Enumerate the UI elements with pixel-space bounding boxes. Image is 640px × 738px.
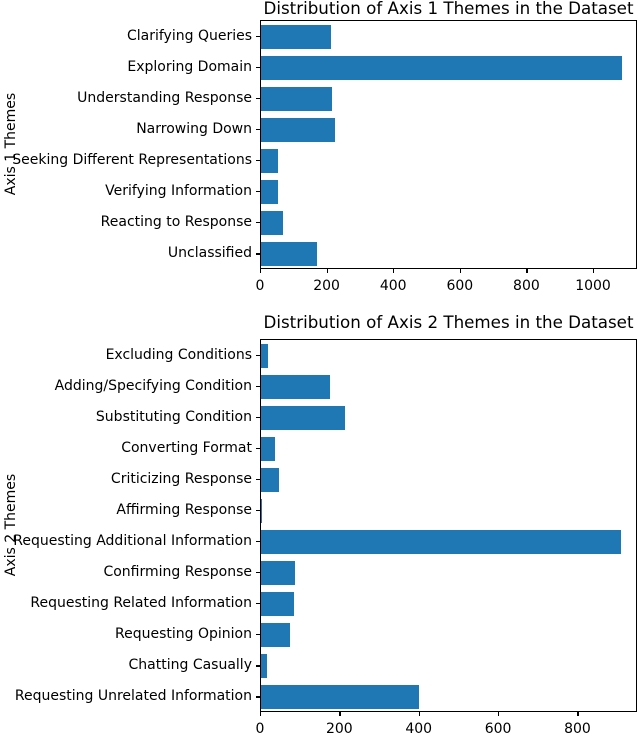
bar [261,530,621,555]
x-tick-mark [418,712,420,716]
y-tick-mark [256,385,260,387]
x-tick-label: 0 [255,721,265,737]
axis2-y-axis-label: Axis 2 Themes [3,473,19,577]
category-label: Affirming Response [116,501,252,518]
bar [261,24,331,49]
bar [261,436,276,461]
bar [261,374,330,399]
x-tick-label: 600 [446,278,474,294]
category-label: Excluding Conditions [105,346,252,363]
y-tick-mark [256,128,260,131]
bar [261,685,419,710]
bar [261,343,268,368]
y-tick-mark [256,447,260,449]
bar [261,405,346,430]
category-label: Narrowing Down [136,120,252,137]
y-tick-mark [256,509,260,512]
category-label: Confirming Response [103,564,252,581]
y-tick-mark [256,603,260,605]
category-label: Adding/Specifying Condition [54,377,252,394]
x-tick-label: 400 [405,721,433,737]
bar [261,117,335,142]
category-label: Seeking Different Representations [12,152,252,169]
bar [261,86,332,111]
x-tick-label: 1000 [575,278,611,294]
y-tick-mark [256,35,260,37]
axis1-chart-title: Distribution of Axis 1 Themes in the Dat… [263,0,634,18]
bar [261,592,294,617]
axis2-chart-title: Distribution of Axis 2 Themes in the Dat… [263,312,634,332]
category-label: Unclassified [167,245,252,262]
y-tick-mark [256,354,260,356]
y-tick-mark [256,665,260,667]
category-label: Criticizing Response [110,470,252,487]
bar [261,654,268,679]
category-label: Chatting Casually [128,657,252,674]
y-tick-mark [256,478,260,481]
axis2-plot-area [260,339,637,712]
y-tick-mark [256,97,260,99]
category-label: Verifying Information [105,183,252,200]
x-tick-mark [593,269,595,273]
x-tick-label: 400 [379,278,407,294]
x-tick-mark [526,269,528,273]
category-label: Reacting to Response [100,214,252,231]
y-tick-mark [256,416,260,418]
bar [261,55,623,80]
category-label: Requesting Additional Information [13,533,252,550]
y-tick-mark [256,222,260,224]
bar [261,467,280,492]
category-label: Understanding Response [77,89,252,106]
x-tick-label: 200 [313,278,340,294]
x-tick-mark [326,269,328,273]
x-tick-mark [459,269,461,273]
category-label: Converting Format [121,439,252,456]
x-tick-mark [260,712,262,716]
x-tick-mark [577,712,579,716]
bar [261,623,291,648]
y-tick-mark [256,160,260,162]
y-tick-mark [256,66,260,68]
category-label: Requesting Opinion [115,626,252,643]
category-label: Exploring Domain [127,58,252,75]
y-tick-mark [256,253,260,255]
x-tick-mark [260,269,262,273]
bar [261,561,296,586]
bar [261,498,262,523]
y-tick-mark [256,541,260,543]
x-tick-label: 800 [564,721,591,737]
y-tick-mark [256,191,260,193]
category-label: Requesting Related Information [30,595,252,612]
x-tick-label: 0 [255,278,265,294]
bar [261,149,279,174]
x-tick-mark [393,269,395,273]
y-tick-mark [256,572,260,574]
y-tick-mark [256,696,260,698]
category-label: Requesting Unrelated Information [14,688,252,705]
x-tick-label: 600 [484,721,512,737]
x-tick-mark [498,712,500,716]
category-label: Clarifying Queries [126,27,252,44]
axis1-plot-area [260,20,637,269]
bar [261,242,318,267]
bar [261,211,283,236]
x-tick-mark [339,712,341,716]
x-tick-label: 800 [513,278,540,294]
bar [261,180,278,205]
x-tick-label: 200 [325,721,353,737]
category-label: Substituting Condition [95,408,252,425]
y-tick-mark [256,634,260,636]
